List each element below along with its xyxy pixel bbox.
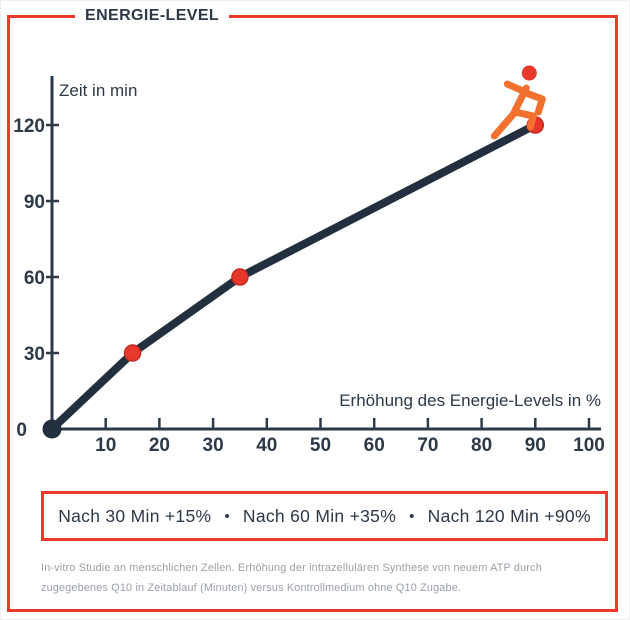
y-tick-label: 60 bbox=[24, 268, 45, 289]
x-tick-label: 40 bbox=[256, 435, 277, 456]
data-point bbox=[231, 268, 249, 286]
runner-icon bbox=[522, 89, 546, 116]
summary-box: Nach 30 Min +15% • Nach 60 Min +35% • Nach 1… bbox=[41, 491, 608, 541]
runner-icon bbox=[490, 109, 518, 140]
origin-label: 0 bbox=[16, 420, 27, 441]
summary-bullet: • bbox=[224, 507, 230, 525]
y-tick-label: 30 bbox=[24, 344, 45, 365]
x-tick-label: 20 bbox=[149, 435, 170, 456]
y-axis-title: Zeit in min bbox=[59, 81, 137, 100]
data-point bbox=[123, 344, 142, 362]
energy-level-line-chart: 10 20 30 40 50 60 70 80 90 100 30 60 90 120 0 Zeit in m… bbox=[13, 65, 605, 456]
runner-icon bbox=[511, 108, 537, 131]
x-tick-label: 50 bbox=[310, 435, 331, 456]
x-tick-label: 90 bbox=[525, 435, 546, 456]
x-tick-label: 80 bbox=[471, 435, 492, 456]
x-axis-title: Erhöhung des Energie-Levels in % bbox=[339, 391, 601, 410]
x-tick-label: 10 bbox=[95, 435, 116, 456]
y-tick-label: 90 bbox=[24, 192, 45, 213]
chart-frame bbox=[7, 15, 618, 612]
summary-item: Nach 30 Min +15% bbox=[58, 505, 212, 526]
footnote: In-vitro Studie an menschlichen Zellen. … bbox=[41, 562, 542, 594]
runner-icon bbox=[503, 80, 529, 96]
origin-point bbox=[42, 419, 62, 439]
summary-item: Nach 60 Min +35% bbox=[242, 505, 397, 526]
chart-title: ENERGIE-LEVEL bbox=[75, 4, 230, 28]
y-tick-label: 120 bbox=[13, 116, 45, 137]
x-tick-label: 70 bbox=[417, 435, 438, 456]
runner-head-icon bbox=[521, 65, 537, 81]
summary-item: Nach 120 Min +90% bbox=[427, 505, 591, 526]
x-tick-label: 60 bbox=[364, 435, 385, 456]
summary-bullet: • bbox=[409, 507, 415, 525]
x-tick-label: 30 bbox=[203, 435, 224, 456]
x-tick-label: 100 bbox=[573, 435, 605, 456]
energy-line bbox=[48, 121, 540, 433]
